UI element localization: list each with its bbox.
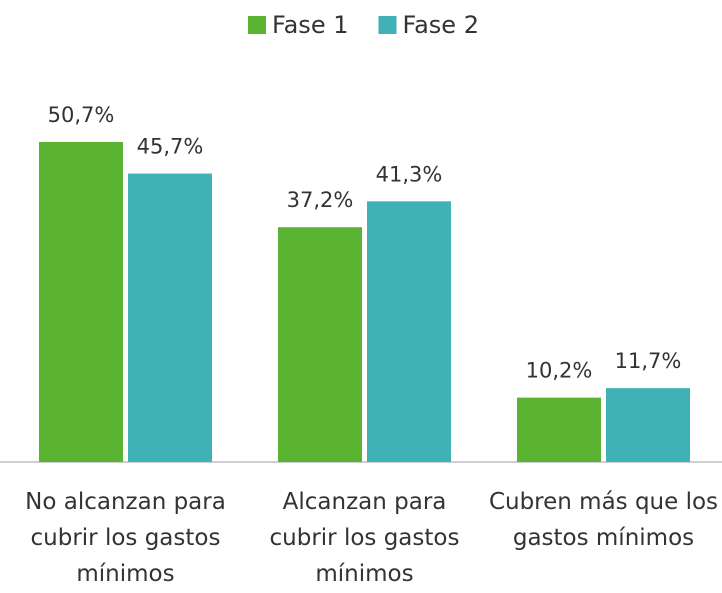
value-label: 37,2%: [287, 188, 354, 212]
value-label: 10,2%: [526, 359, 593, 383]
legend-label: Fase 2: [402, 11, 478, 39]
value-label: 50,7%: [48, 103, 115, 127]
x-tick-label: Alcanzan para cubrir los gastos mínimos: [269, 489, 460, 587]
value-label: 45,7%: [137, 135, 204, 159]
value-label: 11,7%: [615, 349, 682, 373]
x-tick-label: Cubren más que los gastos mínimos: [488, 489, 719, 551]
bar: [278, 227, 362, 462]
bar: [517, 397, 601, 462]
legend-swatch: [248, 16, 266, 34]
legend-label: Fase 1: [272, 11, 348, 39]
bar: [39, 142, 123, 462]
bar: [367, 201, 451, 462]
bar: [606, 388, 690, 462]
value-label: 41,3%: [376, 162, 443, 186]
legend-swatch: [378, 16, 397, 34]
bar: [128, 173, 212, 463]
x-tick-label: No alcanzan para cubrir los gastos mínim…: [25, 489, 226, 587]
